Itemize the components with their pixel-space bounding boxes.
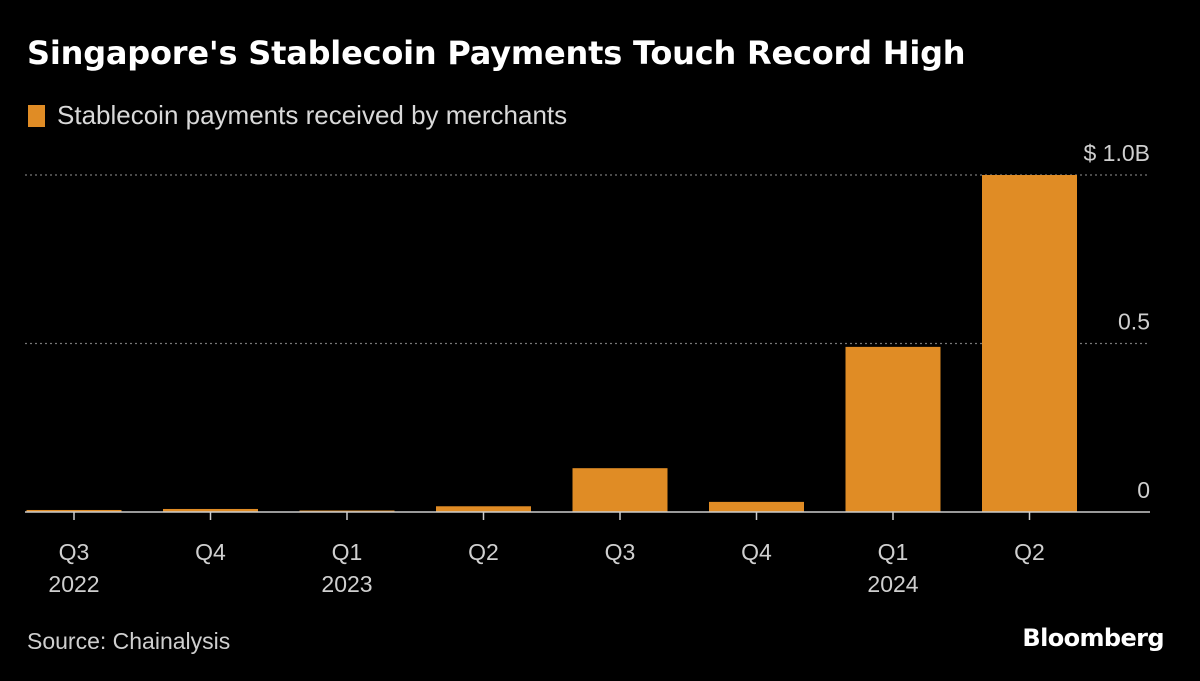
- chart-title: Singapore's Stablecoin Payments Touch Re…: [27, 34, 966, 72]
- x-tick-label-quarter: Q4: [195, 539, 226, 565]
- legend-label: Stablecoin payments received by merchant…: [57, 100, 568, 130]
- gridlines: [25, 174, 1150, 345]
- x-tick-label-quarter: Q1: [332, 539, 363, 565]
- bar: [982, 175, 1077, 512]
- source-note: Source: Chainalysis: [27, 628, 231, 654]
- x-tick-label-year: 2023: [321, 571, 372, 597]
- x-tick-label-quarter: Q4: [741, 539, 772, 565]
- bar: [436, 506, 531, 512]
- bar: [26, 509, 122, 512]
- x-tick-label-year: 2022: [48, 571, 99, 597]
- bloomberg-logo: Bloomberg: [1022, 624, 1164, 652]
- bars: [26, 175, 1077, 512]
- tick-labels: 0 0.5 $ 1.0B Q3 2022 Q4 Q1 2023 Q2 Q3 Q4 Q1 2024 Q2: [48, 140, 1150, 597]
- bar: [572, 468, 668, 512]
- bar: [163, 508, 258, 512]
- x-tick-label-quarter: Q3: [605, 539, 636, 565]
- x-tick-label-quarter: Q2: [468, 539, 499, 565]
- y-tick-label: 0.5: [1118, 309, 1150, 335]
- legend-swatch: [28, 104, 45, 127]
- x-axis: [25, 511, 1150, 520]
- bar: [709, 501, 804, 512]
- x-tick-label-year: 2024: [867, 571, 918, 597]
- x-tick-label-quarter: Q3: [59, 539, 90, 565]
- y-tick-label: 0: [1137, 477, 1150, 503]
- x-tick-label-quarter: Q1: [878, 539, 909, 565]
- y-tick-label: $ 1.0B: [1084, 140, 1151, 166]
- bar: [845, 346, 941, 512]
- legend: Stablecoin payments received by merchant…: [28, 100, 567, 131]
- x-tick-label-quarter: Q2: [1014, 539, 1045, 565]
